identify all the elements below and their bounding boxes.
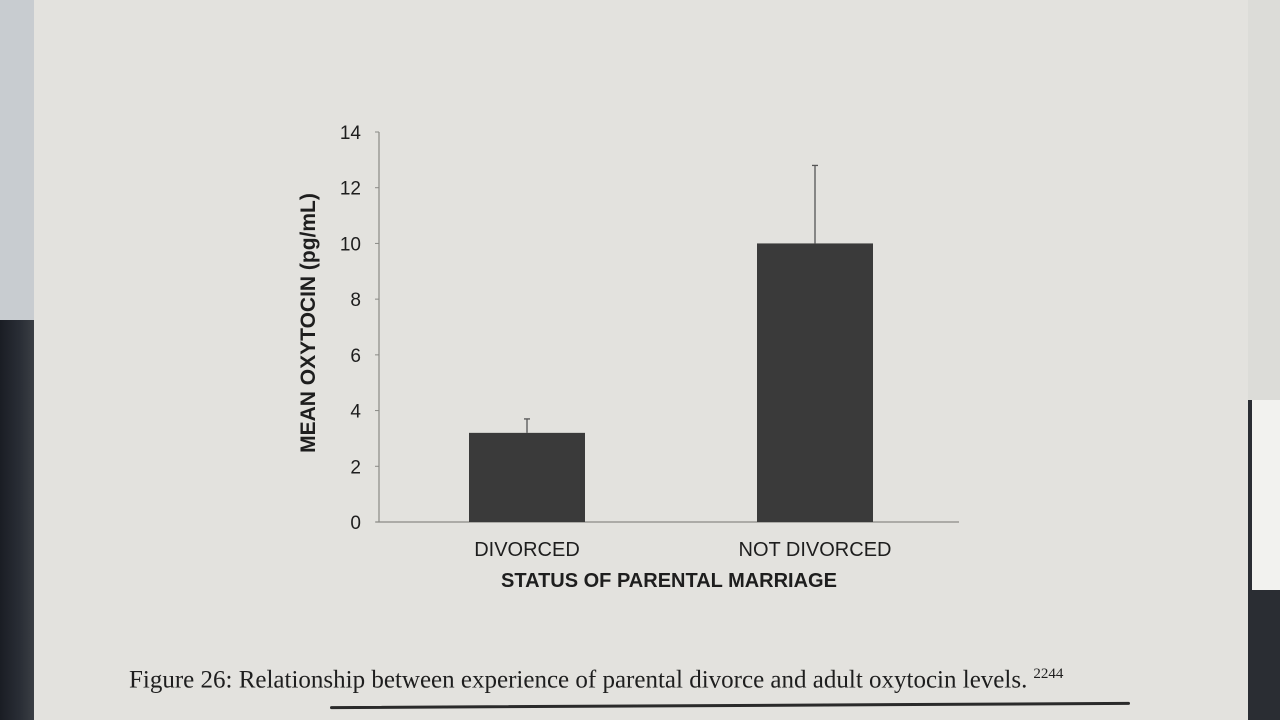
y-tick-label: 8 <box>350 290 361 311</box>
x-tick-label: DIVORCED <box>474 539 580 561</box>
y-tick-label: 0 <box>350 513 361 534</box>
y-tick-label: 10 <box>340 234 361 255</box>
y-tick-label: 6 <box>350 346 361 367</box>
figure-caption: Figure 26: Relationship between experien… <box>129 666 1063 694</box>
background-right <box>1248 0 1280 720</box>
caption-reference: 2244 <box>1033 666 1064 682</box>
y-axis-ticks: 0 2 4 6 8 10 12 14 <box>340 123 379 534</box>
bar-series <box>469 164 873 522</box>
x-axis-labels: DIVORCED NOT DIVORCED <box>474 539 891 561</box>
x-tick-label: NOT DIVORCED <box>739 539 892 561</box>
y-tick-label: 4 <box>350 402 361 423</box>
caption-text: Figure 26: Relationship between experien… <box>129 666 1028 694</box>
book-page: 0 2 4 6 8 10 12 14 DIVORCED NOT DIVORCED MEAN OX… <box>34 0 1248 720</box>
y-tick-label: 12 <box>340 179 361 200</box>
x-axis-title: STATUS OF PARENTAL MARRIAGE <box>501 570 837 592</box>
y-tick-label: 2 <box>350 457 361 478</box>
bar-divorced <box>469 432 585 522</box>
y-axis-title: MEAN OXYTOCIN (pg/mL) <box>297 193 320 453</box>
bar-chart: 0 2 4 6 8 10 12 14 DIVORCED NOT DIVORCED MEAN OX… <box>297 123 959 592</box>
y-tick-label: 14 <box>340 123 362 144</box>
background-left <box>0 0 34 720</box>
bar-not-divorced <box>757 243 873 522</box>
